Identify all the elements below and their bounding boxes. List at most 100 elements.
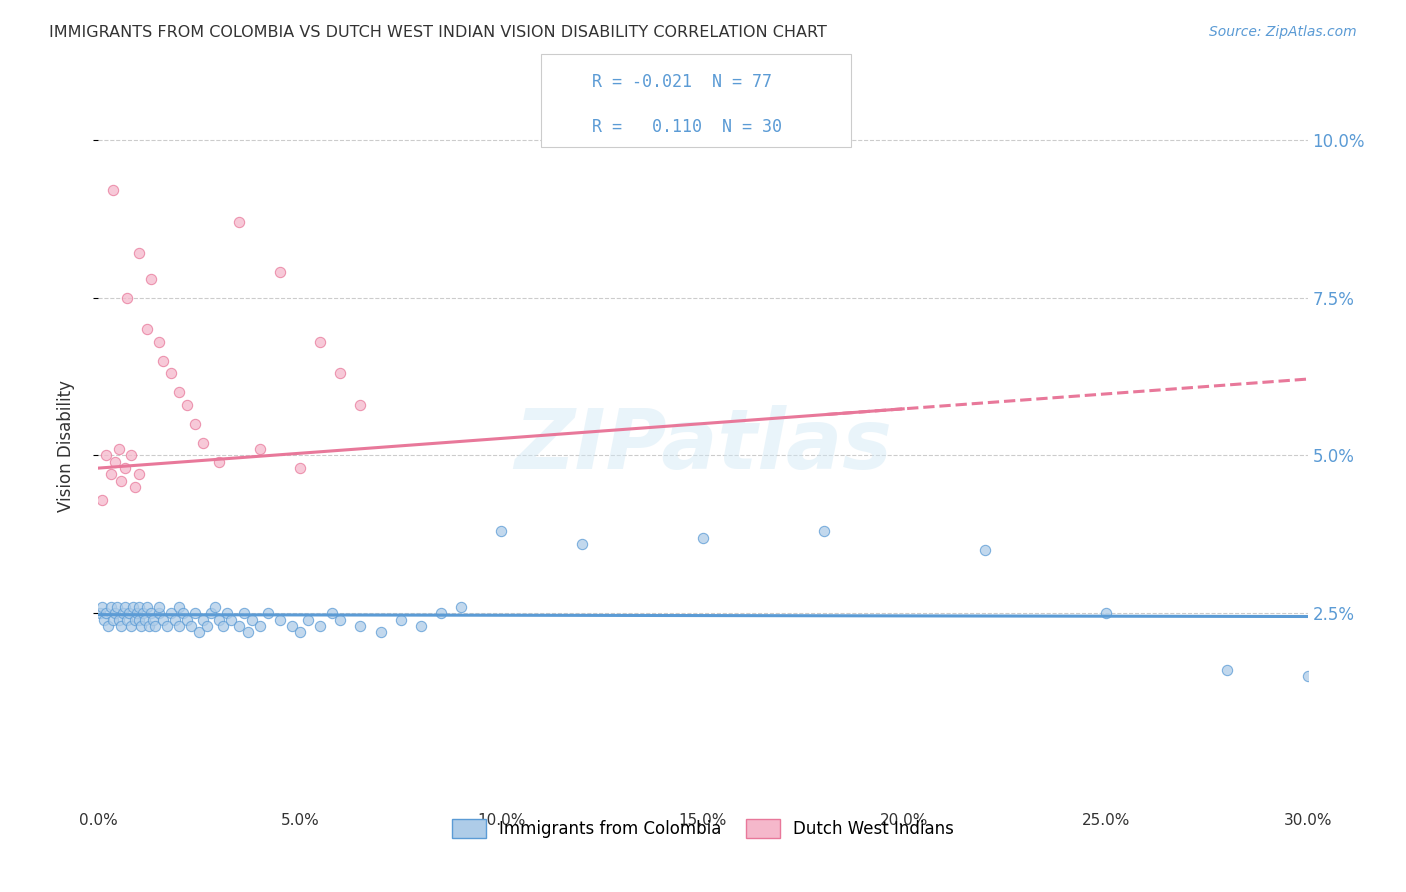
Point [96,449,118,463]
Point [91,600,114,615]
Point [974,543,997,558]
Point [176,613,198,627]
Point [148,600,170,615]
Point [692,531,714,545]
Point [193,613,215,627]
Text: Source: ZipAtlas.com: Source: ZipAtlas.com [1209,25,1357,39]
Point [143,619,166,633]
Point [101,613,124,627]
Point [152,353,174,368]
Point [93,613,115,627]
Point [125,607,148,621]
Point [107,613,129,627]
Point [167,385,190,400]
Point [115,613,138,627]
Text: IMMIGRANTS FROM COLOMBIA VS DUTCH WEST INDIAN VISION DISABILITY CORRELATION CHAR: IMMIGRANTS FROM COLOMBIA VS DUTCH WEST I… [49,25,827,40]
Point [167,600,190,615]
Point [249,442,271,457]
Point [208,455,231,469]
Point [228,215,250,229]
Point [148,334,170,349]
Point [139,271,162,285]
Point [491,524,513,539]
Point [269,613,291,627]
Point [208,613,231,627]
Point [120,449,142,463]
Point [128,613,150,627]
Point [240,613,263,627]
Point [103,607,125,621]
Point [118,607,141,621]
Point [184,607,207,621]
Point [128,467,150,482]
Point [389,613,412,627]
Point [430,607,453,621]
Point [232,607,254,621]
Point [96,607,118,621]
Point [256,607,278,621]
Point [309,334,332,349]
Point [160,607,183,621]
Point [156,619,179,633]
Point [228,619,250,633]
Point [370,625,392,640]
Point [297,613,319,627]
Point [160,367,183,381]
Point [128,600,150,615]
Point [193,435,215,450]
Point [172,607,194,621]
Point [121,600,143,615]
Point [176,398,198,412]
Point [139,607,162,621]
Text: ZIPatlas: ZIPatlas [515,406,891,486]
Point [138,619,160,633]
Point [450,600,472,615]
Point [105,600,128,615]
Point [288,461,311,475]
Point [107,442,129,457]
Y-axis label: Vision Disability: Vision Disability [56,380,75,512]
Point [134,613,156,627]
Point [184,417,207,431]
Point [167,619,190,633]
Legend: Immigrants from Colombia, Dutch West Indians: Immigrants from Colombia, Dutch West Ind… [446,812,960,845]
Point [221,613,243,627]
Point [1296,669,1319,683]
Point [269,265,291,279]
Point [114,600,136,615]
Point [148,607,170,621]
Text: R =   0.110  N = 30: R = 0.110 N = 30 [592,118,782,136]
Point [813,524,835,539]
Point [120,619,142,633]
Point [217,607,239,621]
Point [163,613,186,627]
Point [142,613,165,627]
Point [91,492,114,507]
Point [180,619,202,633]
Point [200,607,222,621]
Point [321,607,343,621]
Point [329,367,352,381]
Point [288,625,311,640]
Point [309,619,332,633]
Text: R = -0.021  N = 77: R = -0.021 N = 77 [592,72,772,91]
Point [349,398,371,412]
Point [571,537,593,551]
Point [132,607,155,621]
Point [1216,663,1239,677]
Point [111,607,134,621]
Point [115,291,138,305]
Point [100,600,122,615]
Point [100,467,122,482]
Point [212,619,235,633]
Point [281,619,304,633]
Point [329,613,352,627]
Point [135,600,157,615]
Point [97,619,120,633]
Point [101,183,124,197]
Point [110,619,132,633]
Point [129,619,152,633]
Point [124,613,146,627]
Point [195,619,218,633]
Point [188,625,211,640]
